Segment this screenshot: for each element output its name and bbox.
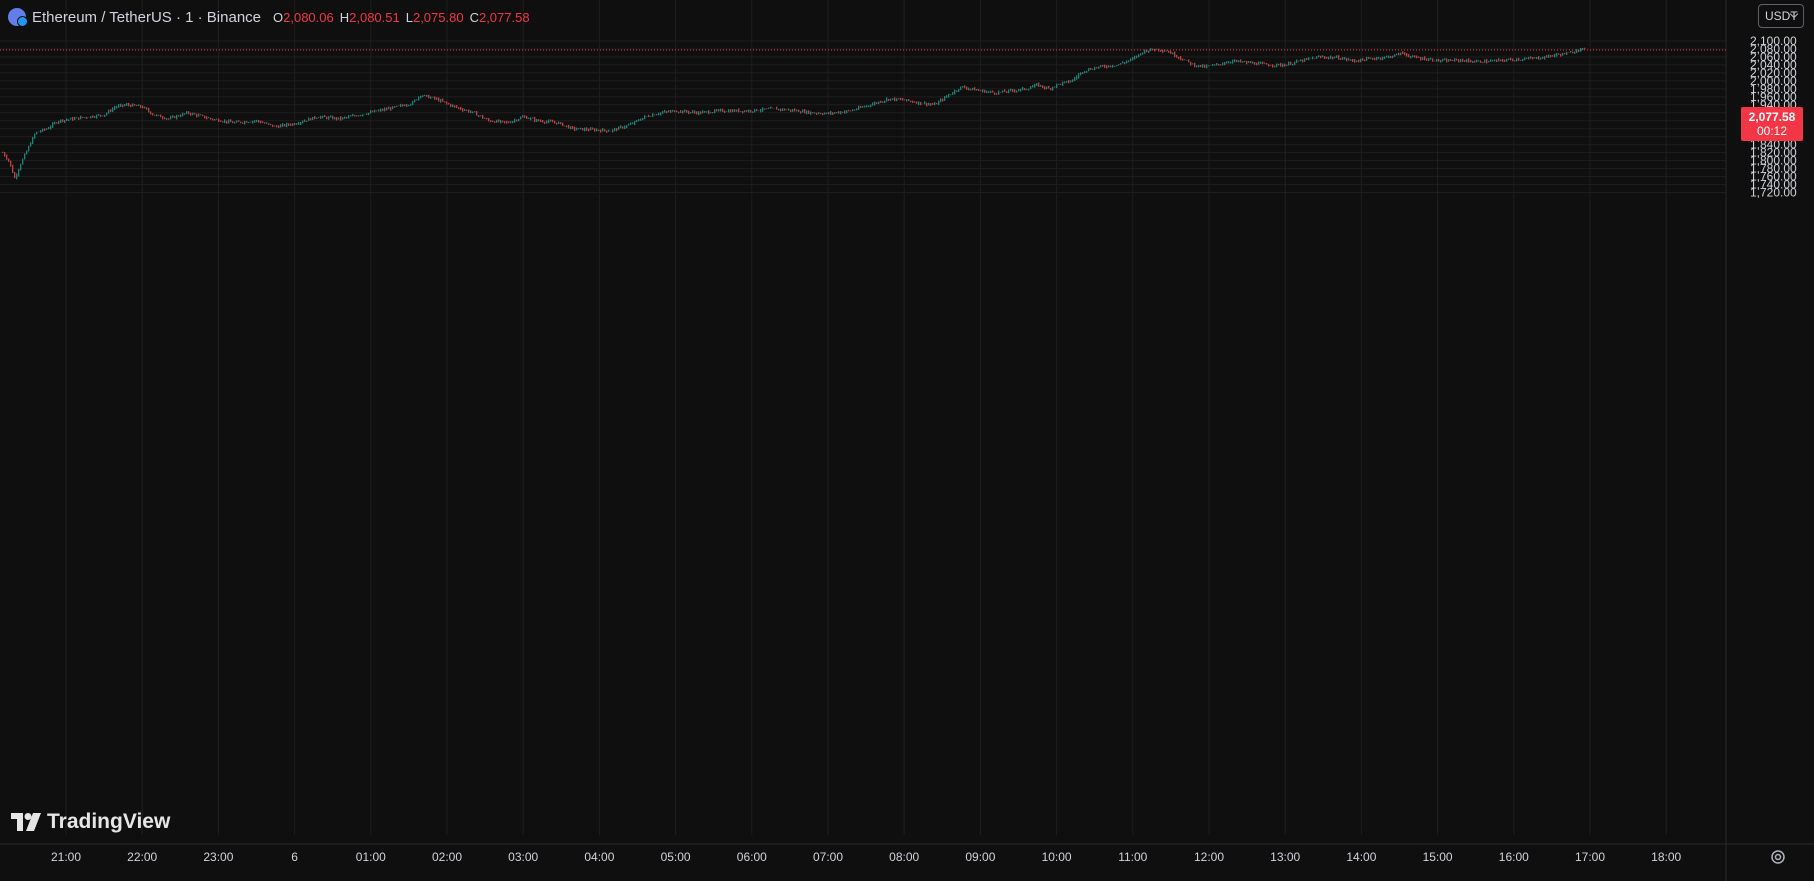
- x-tick-label: 21:00: [51, 850, 81, 864]
- open-value: 2,080.06: [283, 9, 334, 25]
- y-tick-label: 2,000.00: [1750, 74, 1797, 88]
- y-tick-label: 1,740.00: [1750, 178, 1797, 192]
- y-tick-label: 1,760.00: [1750, 170, 1797, 184]
- currency-label: USDT: [1765, 9, 1798, 23]
- settings-gear-icon[interactable]: [1769, 848, 1787, 866]
- x-tick-label: 22:00: [127, 850, 157, 864]
- x-tick-label: 06:00: [737, 850, 767, 864]
- x-tick-label: 13:00: [1270, 850, 1300, 864]
- last-price-value: 2,077.58: [1748, 110, 1796, 124]
- candlestick-series: [2, 47, 1586, 180]
- high-value: 2,080.51: [349, 9, 400, 25]
- y-tick-label: 1,800.00: [1750, 154, 1797, 168]
- symbol-header: Ethereum / TetherUS · 1 · Binance O2,080…: [8, 6, 530, 28]
- x-tick-label: 05:00: [661, 850, 691, 864]
- x-tick-label: 6: [291, 850, 298, 864]
- y-tick-label: 2,040.00: [1750, 58, 1797, 72]
- symbol-title[interactable]: Ethereum / TetherUS · 1 · Binance: [32, 8, 261, 26]
- brand-name: TradingView: [47, 810, 171, 833]
- x-tick-label: 23:00: [203, 850, 233, 864]
- x-tick-label: 07:00: [813, 850, 843, 864]
- x-tick-label: 15:00: [1423, 850, 1453, 864]
- y-tick-label: 1,960.00: [1750, 90, 1797, 104]
- low-label: L: [405, 9, 413, 25]
- y-tick-label: 1,780.00: [1750, 162, 1797, 176]
- x-tick-label: 10:00: [1042, 850, 1072, 864]
- x-tick-label: 11:00: [1118, 850, 1147, 864]
- x-tick-label: 12:00: [1194, 850, 1224, 864]
- x-tick-label: 02:00: [432, 850, 462, 864]
- y-tick-label: 1,840.00: [1750, 138, 1797, 152]
- ethereum-icon: [8, 8, 28, 27]
- x-tick-label: 09:00: [965, 850, 995, 864]
- currency-button[interactable]: USDT: [1758, 4, 1804, 28]
- high-label: H: [339, 9, 350, 25]
- last-price-tag: 2,077.58 00:12: [1741, 107, 1803, 141]
- y-tick-label: 1,720.00: [1750, 186, 1797, 200]
- y-tick-label: 1,980.00: [1750, 82, 1797, 96]
- y-tick-label: 2,100.00: [1750, 34, 1797, 48]
- y-tick-label: 2,020.00: [1750, 66, 1797, 80]
- x-tick-label: 18:00: [1651, 850, 1681, 864]
- y-tick-label: 2,080.00: [1750, 42, 1797, 56]
- y-tick-label: 1,820.00: [1750, 146, 1797, 160]
- time-axis: 21:00 22:00 23:00 6 01:00 02:00 03:00 04:00 05:0…: [51, 850, 1682, 864]
- low-value: 2,075.80: [412, 9, 464, 25]
- y-tick-label: 2,060.00: [1750, 50, 1797, 64]
- x-tick-label: 17:00: [1575, 850, 1605, 864]
- x-tick-label: 16:00: [1499, 850, 1529, 864]
- x-tick-label: 14:00: [1346, 850, 1376, 864]
- ohlc-values: O2,080.06 H2,080.51 L2,075.80 C2,077.58: [273, 10, 530, 25]
- close-label: C: [469, 9, 479, 25]
- x-tick-label: 04:00: [584, 850, 614, 864]
- x-tick-label: 03:00: [508, 850, 538, 864]
- tradingview-logo[interactable]: TradingView: [11, 810, 170, 834]
- x-tick-label: 08:00: [889, 850, 919, 864]
- open-label: O: [273, 9, 284, 25]
- x-tick-label: 01:00: [356, 850, 386, 864]
- close-value: 2,077.58: [478, 9, 530, 25]
- tradingview-mark-icon: [11, 813, 41, 831]
- bar-countdown: 00:12: [1756, 124, 1788, 138]
